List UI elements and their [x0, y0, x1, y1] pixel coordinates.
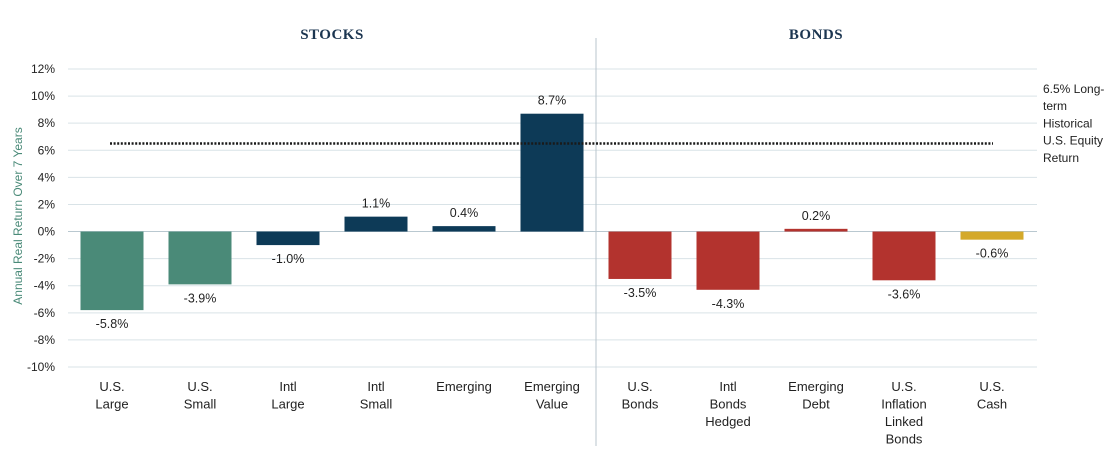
- category-labels: U.S. Large U.S. Small Intl Large Intl Small Emer…: [95, 379, 1007, 447]
- category-label: U.S. Small: [184, 379, 217, 412]
- group-headers: STOCKS BONDS: [300, 27, 843, 43]
- bar: [608, 231, 672, 279]
- bar: [80, 231, 144, 311]
- bar: [432, 226, 496, 232]
- y-axis: 12% 10% 8% 6% 4% 2% 0% -2% -4% -6% -8% -10%: [27, 62, 55, 374]
- y-tick-label: 10%: [31, 89, 55, 103]
- category-label: U.S. Inflation Linked Bonds: [881, 379, 927, 447]
- group-header: STOCKS: [300, 27, 364, 43]
- data-label: 1.1%: [362, 197, 391, 211]
- data-label: 0.4%: [450, 206, 479, 220]
- y-tick-label: 12%: [31, 62, 55, 76]
- category-label: Intl Large: [271, 379, 304, 412]
- y-tick-label: -8%: [34, 333, 56, 347]
- y-tick-label: 4%: [38, 170, 56, 184]
- bar: [344, 216, 408, 232]
- bar: [256, 231, 320, 246]
- data-labels: -5.8% -3.9% -1.0% 1.1% 0.4% 8.7% -3.5% -4.3% 0.2…: [96, 94, 1009, 331]
- data-label: 8.7%: [538, 94, 567, 108]
- data-label: -3.9%: [184, 291, 217, 305]
- y-tick-label: -4%: [34, 279, 56, 293]
- data-label: -0.6%: [976, 247, 1009, 261]
- data-label: -1.0%: [272, 252, 305, 266]
- bars: [80, 113, 1024, 311]
- bar: [168, 231, 232, 285]
- data-label: -3.5%: [624, 286, 657, 300]
- reference-line-group: 6.5% Long-term Historical U.S. Equity Retur…: [110, 82, 1104, 165]
- category-label: U.S. Large: [95, 379, 128, 412]
- bar: [872, 231, 936, 281]
- bar: [520, 113, 584, 232]
- data-label: -4.3%: [712, 297, 745, 311]
- y-tick-label: 2%: [38, 197, 56, 211]
- category-label: Emerging: [436, 379, 492, 394]
- y-tick-label: -6%: [34, 306, 56, 320]
- reference-line-label: 6.5% Long-term Historical U.S. Equity Retur…: [1043, 82, 1104, 165]
- category-label: Intl Bonds Hedged: [705, 379, 751, 429]
- y-tick-label: -10%: [27, 360, 55, 374]
- y-tick-label: -2%: [34, 252, 56, 266]
- group-header: BONDS: [789, 27, 843, 43]
- y-axis-label: Annual Real Return Over 7 Years: [11, 127, 25, 304]
- y-tick-label: 0%: [38, 225, 56, 239]
- category-label: Emerging Value: [524, 379, 580, 412]
- category-label: Intl Small: [360, 379, 393, 412]
- y-tick-label: 6%: [38, 143, 56, 157]
- data-label: -5.8%: [96, 317, 129, 331]
- data-label: -3.6%: [888, 287, 921, 301]
- data-label: 0.2%: [802, 209, 831, 223]
- bar: [960, 231, 1024, 240]
- bar: [784, 228, 848, 232]
- category-label: U.S. Bonds: [622, 379, 659, 412]
- bar: [696, 231, 760, 290]
- y-tick-label: 8%: [38, 116, 56, 130]
- category-label: Emerging Debt: [788, 379, 844, 412]
- category-label: U.S. Cash: [977, 379, 1007, 412]
